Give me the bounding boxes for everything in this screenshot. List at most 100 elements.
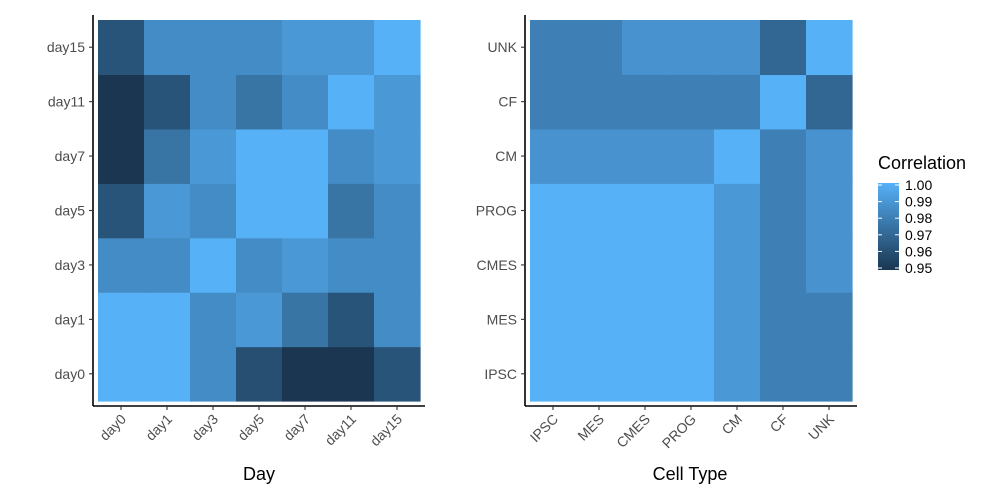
heatmap-cell-day-day0-day7 xyxy=(282,346,329,402)
heatmap-cell-day-day15-day0 xyxy=(98,20,145,76)
heatmap-cell-celltype-prog-prog xyxy=(668,183,715,239)
heatmap-cell-day-day15-day11 xyxy=(328,20,375,76)
legend-label-0.99: 0.99 xyxy=(905,194,932,210)
heatmap-cell-celltype-cm-cf xyxy=(760,128,807,184)
heatmap-cell-celltype-prog-mes xyxy=(576,183,623,239)
x-tick-label-cf: CF xyxy=(767,411,792,436)
x-tick-label-cm: CM xyxy=(718,411,745,438)
heatmap-cell-day-day5-day7 xyxy=(282,183,329,239)
heatmap-cell-day-day7-day3 xyxy=(190,128,237,184)
heatmap-cell-celltype-unk-unk xyxy=(806,20,853,76)
x-tick-label-ipsc: IPSC xyxy=(527,411,561,445)
legend-colorbar xyxy=(878,183,899,270)
y-tick-label-day15: day15 xyxy=(47,39,85,55)
heatmap-cell-day-day5-day0 xyxy=(98,183,145,239)
heatmap-cell-celltype-ipsc-unk xyxy=(806,346,853,402)
heatmap-cell-celltype-cf-unk xyxy=(806,74,853,130)
y-tick-label-unk: UNK xyxy=(487,39,517,55)
heatmap-cell-day-day1-day5 xyxy=(236,292,283,348)
heatmap-cell-celltype-cf-mes xyxy=(576,74,623,130)
legend-label-0.97: 0.97 xyxy=(905,227,932,243)
heatmap-cell-day-day7-day15 xyxy=(374,128,421,184)
heatmap-cell-celltype-cmes-cf xyxy=(760,237,807,293)
y-tick-label-prog: PROG xyxy=(476,203,517,219)
x-tick-label-mes: MES xyxy=(574,411,607,444)
heatmap-cell-day-day5-day15 xyxy=(374,183,421,239)
x-axis-title-day: Day xyxy=(243,464,275,484)
heatmap-cell-day-day11-day3 xyxy=(190,74,237,130)
heatmap-cell-celltype-unk-mes xyxy=(576,20,623,76)
heatmap-cell-day-day7-day0 xyxy=(98,128,145,184)
heatmap-cell-celltype-unk-cf xyxy=(760,20,807,76)
heatmap-cell-day-day5-day11 xyxy=(328,183,375,239)
heatmap-cell-day-day7-day1 xyxy=(144,128,191,184)
heatmap-cell-day-day15-day7 xyxy=(282,20,329,76)
heatmap-cell-celltype-ipsc-cm xyxy=(714,346,761,402)
heatmap-cell-day-day0-day1 xyxy=(144,346,191,402)
heatmap-cell-day-day3-day1 xyxy=(144,237,191,293)
heatmap-cell-celltype-ipsc-ipsc xyxy=(530,346,577,402)
x-axis-title-cell-type: Cell Type xyxy=(653,464,728,484)
x-tick-label-prog: PROG xyxy=(659,411,699,451)
color-legend: Correlation 1.000.990.980.970.960.95 xyxy=(878,153,966,276)
heatmap-cell-day-day11-day7 xyxy=(282,74,329,130)
heatmap-cell-day-day15-day15 xyxy=(374,20,421,76)
x-tick-label-cmes: CMES xyxy=(613,411,653,451)
heatmap-cell-celltype-cm-mes xyxy=(576,128,623,184)
heatmap-cell-day-day1-day15 xyxy=(374,292,421,348)
heatmap-cell-celltype-prog-cf xyxy=(760,183,807,239)
heatmap-cell-day-day0-day3 xyxy=(190,346,237,402)
heatmap-cell-day-day7-day11 xyxy=(328,128,375,184)
heatmap-cell-day-day5-day1 xyxy=(144,183,191,239)
heatmap-cell-day-day0-day15 xyxy=(374,346,421,402)
heatmap-cell-celltype-cm-ipsc xyxy=(530,128,577,184)
heatmap-cell-celltype-mes-cf xyxy=(760,292,807,348)
x-tick-label-unk: UNK xyxy=(805,410,838,443)
heatmap-cell-celltype-cm-cm xyxy=(714,128,761,184)
y-tick-label-ipsc: IPSC xyxy=(484,366,517,382)
heatmap-cell-celltype-cf-ipsc xyxy=(530,74,577,130)
heatmap-cell-day-day5-day3 xyxy=(190,183,237,239)
y-tick-label-cmes: CMES xyxy=(477,257,517,273)
heatmap-cell-celltype-cm-cmes xyxy=(622,128,669,184)
heatmap-cell-celltype-cf-cmes xyxy=(622,74,669,130)
heatmap-cell-celltype-cf-cf xyxy=(760,74,807,130)
y-tick-label-day7: day7 xyxy=(55,148,86,164)
y-tick-label-cm: CM xyxy=(495,148,517,164)
heatmap-cell-celltype-cmes-prog xyxy=(668,237,715,293)
y-tick-label-day0: day0 xyxy=(55,366,86,382)
heatmap-cell-celltype-mes-prog xyxy=(668,292,715,348)
y-tick-label-day5: day5 xyxy=(55,203,86,219)
heatmap-cell-day-day3-day11 xyxy=(328,237,375,293)
heatmap-cell-day-day15-day1 xyxy=(144,20,191,76)
heatmap-cell-celltype-cmes-cmes xyxy=(622,237,669,293)
legend-label-0.95: 0.95 xyxy=(905,260,932,276)
x-tick-label-day0: day0 xyxy=(96,411,129,444)
y-tick-label-day11: day11 xyxy=(48,94,85,110)
legend-label-0.98: 0.98 xyxy=(905,210,932,226)
heatmap-cell-celltype-unk-cmes xyxy=(622,20,669,76)
legend-title: Correlation xyxy=(878,153,966,173)
heatmap-cell-day-day5-day5 xyxy=(236,183,283,239)
y-tick-label-day3: day3 xyxy=(55,257,86,273)
x-tick-label-day5: day5 xyxy=(234,411,267,444)
heatmap-cell-day-day11-day0 xyxy=(98,74,145,130)
heatmap-cell-celltype-unk-prog xyxy=(668,20,715,76)
heatmap-cell-day-day0-day5 xyxy=(236,346,283,402)
heatmap-cell-celltype-prog-cm xyxy=(714,183,761,239)
heatmap-cell-celltype-unk-cm xyxy=(714,20,761,76)
heatmap-cell-day-day11-day5 xyxy=(236,74,283,130)
y-tick-label-mes: MES xyxy=(487,311,517,327)
heatmap-cell-celltype-prog-unk xyxy=(806,183,853,239)
heatmap-cell-day-day1-day0 xyxy=(98,292,145,348)
heatmap-cell-day-day7-day5 xyxy=(236,128,283,184)
heatmap-cell-day-day1-day1 xyxy=(144,292,191,348)
heatmap-cell-day-day11-day1 xyxy=(144,74,191,130)
heatmap-cell-day-day15-day3 xyxy=(190,20,237,76)
heatmap-cell-day-day15-day5 xyxy=(236,20,283,76)
heatmap-cell-celltype-cmes-mes xyxy=(576,237,623,293)
heatmap-cell-day-day11-day11 xyxy=(328,74,375,130)
heatmap-cell-celltype-ipsc-cf xyxy=(760,346,807,402)
